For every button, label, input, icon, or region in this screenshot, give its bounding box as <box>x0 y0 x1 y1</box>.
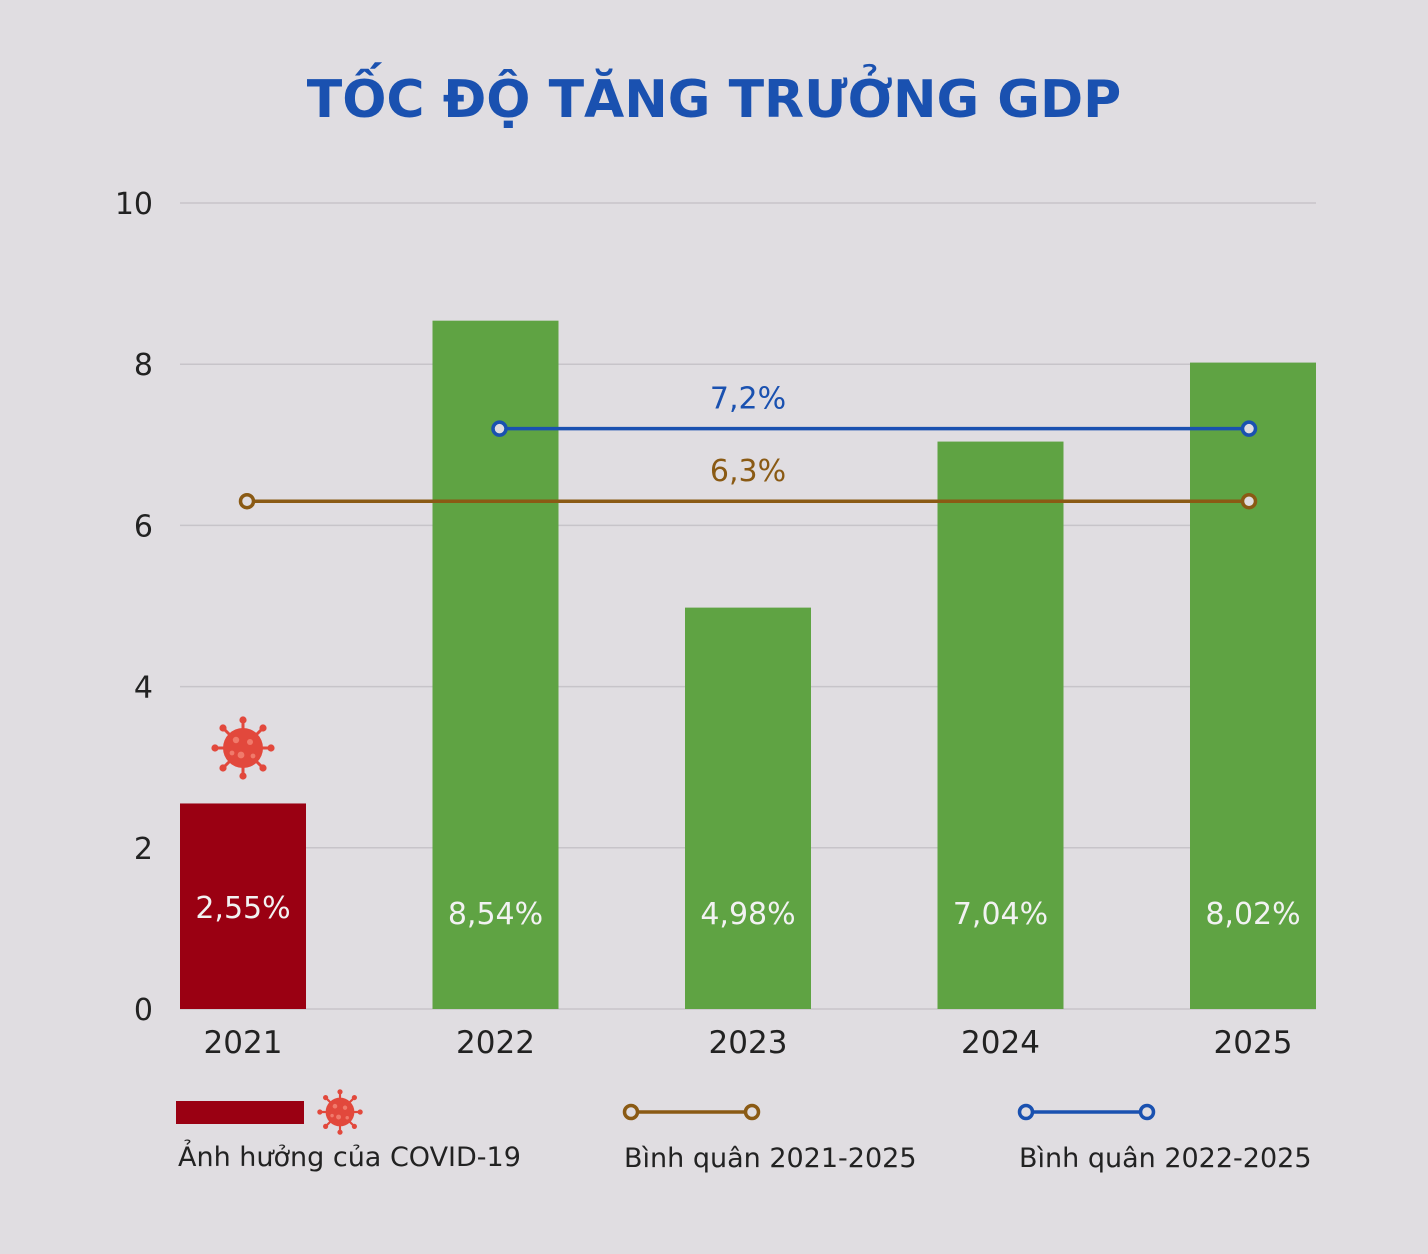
x-axis-labels: 2021 2022 2023 2024 2025 <box>204 1025 1293 1061</box>
x-tick-label: 2025 <box>1214 1025 1293 1061</box>
average-lines: 6,3% 7,2% <box>238 382 1258 510</box>
legend-covid-label: Ảnh hưởng của COVID-19 <box>178 1139 521 1173</box>
legend-covid-swatch <box>176 1101 304 1124</box>
legend-avg-2022-2025-label: Bình quân 2022-2025 <box>1019 1143 1312 1174</box>
bar-value-labels: 2,55% 8,54% 4,98% 7,04% 8,02% <box>195 891 1300 932</box>
bar-2021 <box>180 803 306 1009</box>
average-value-label: 7,2% <box>710 382 786 417</box>
average-value-label: 6,3% <box>710 454 786 489</box>
bar-2023 <box>685 607 811 1009</box>
y-tick-label: 10 <box>115 187 153 222</box>
legend-avg-2021-2025-marker-left <box>622 1103 640 1121</box>
y-axis-ticks: 0 2 4 6 8 10 <box>115 187 153 1028</box>
virus-icon <box>209 714 277 782</box>
x-tick-label: 2023 <box>709 1025 788 1061</box>
average-marker <box>1240 492 1258 510</box>
bar-value-label: 4,98% <box>700 897 795 932</box>
legend-avg-2022-2025-marker-right <box>1138 1103 1156 1121</box>
y-tick-label: 6 <box>134 509 153 544</box>
chart-title: TỐC ĐỘ TĂNG TRƯỞNG GDP <box>307 62 1121 130</box>
average-marker <box>1240 420 1258 437</box>
legend-avg-2021-2025-marker-right <box>743 1103 761 1121</box>
average-marker <box>491 420 508 437</box>
x-tick-label: 2022 <box>456 1025 535 1061</box>
legend: Ảnh hưởng của COVID-19 Bình quân 2021-20… <box>176 1088 1312 1174</box>
bar-value-label: 7,04% <box>953 897 1048 932</box>
bar-2025 <box>1190 362 1316 1009</box>
bar-value-label: 2,55% <box>195 891 290 926</box>
x-tick-label: 2021 <box>204 1025 283 1061</box>
bar-2024 <box>937 441 1064 1009</box>
average-line-2022-2025: 7,2% <box>491 382 1258 437</box>
legend-virus-icon <box>316 1088 364 1136</box>
y-tick-label: 0 <box>134 993 153 1028</box>
bar-value-label: 8,54% <box>448 897 543 932</box>
legend-avg-2022-2025-marker-left <box>1017 1103 1035 1121</box>
y-tick-label: 2 <box>134 832 153 867</box>
y-tick-label: 4 <box>134 671 153 706</box>
average-line-2021-2025: 6,3% <box>238 454 1258 510</box>
x-tick-label: 2024 <box>961 1025 1040 1061</box>
y-tick-label: 8 <box>134 348 153 383</box>
legend-avg-2021-2025-label: Bình quân 2021-2025 <box>624 1143 917 1174</box>
bar-value-label: 8,02% <box>1205 897 1300 932</box>
average-marker <box>238 492 256 510</box>
